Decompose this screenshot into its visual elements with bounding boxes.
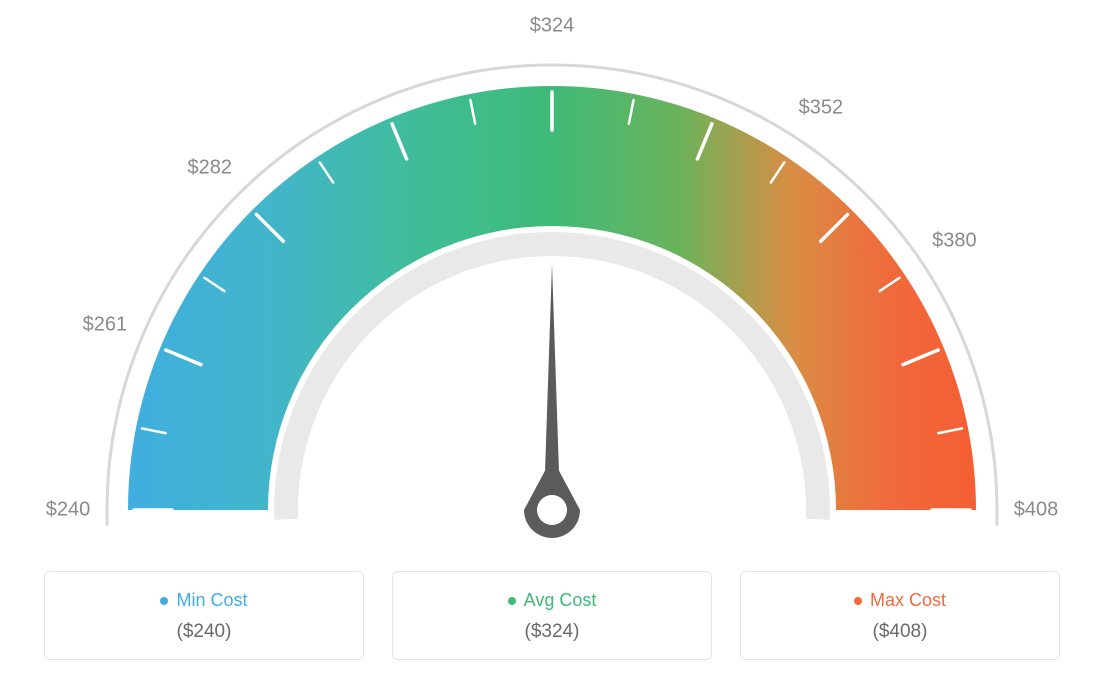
tick-label: $282 xyxy=(188,156,233,179)
legend-card-min: Min Cost ($240) xyxy=(44,571,364,660)
legend-dot-max xyxy=(854,597,862,605)
legend-label-avg: Avg Cost xyxy=(524,590,597,611)
legend-label-max: Max Cost xyxy=(870,590,946,611)
legend-value-min: ($240) xyxy=(55,621,353,643)
legend-value-avg: ($324) xyxy=(403,621,701,643)
legend-dot-min xyxy=(160,597,168,605)
legend-label-row: Min Cost xyxy=(55,590,353,611)
tick-label: $352 xyxy=(799,96,844,119)
tick-label: $380 xyxy=(932,230,977,253)
legend-label-row: Avg Cost xyxy=(403,590,701,611)
legend-row: Min Cost ($240) Avg Cost ($324) Max Cost… xyxy=(0,571,1104,660)
tick-label: $240 xyxy=(46,499,91,522)
gauge-chart: $240 $261 $282 $324 $352 $380 $408 xyxy=(0,0,1104,560)
tick-label: $261 xyxy=(83,313,128,336)
legend-value-max: ($408) xyxy=(751,621,1049,643)
tick-label: $324 xyxy=(530,15,575,38)
legend-card-max: Max Cost ($408) xyxy=(740,571,1060,660)
legend-card-avg: Avg Cost ($324) xyxy=(392,571,712,660)
legend-label-row: Max Cost xyxy=(751,590,1049,611)
gauge-svg xyxy=(0,0,1104,560)
legend-label-min: Min Cost xyxy=(176,590,247,611)
legend-dot-avg xyxy=(508,597,516,605)
tick-label: $408 xyxy=(1014,499,1059,522)
needle-hub xyxy=(537,495,567,525)
